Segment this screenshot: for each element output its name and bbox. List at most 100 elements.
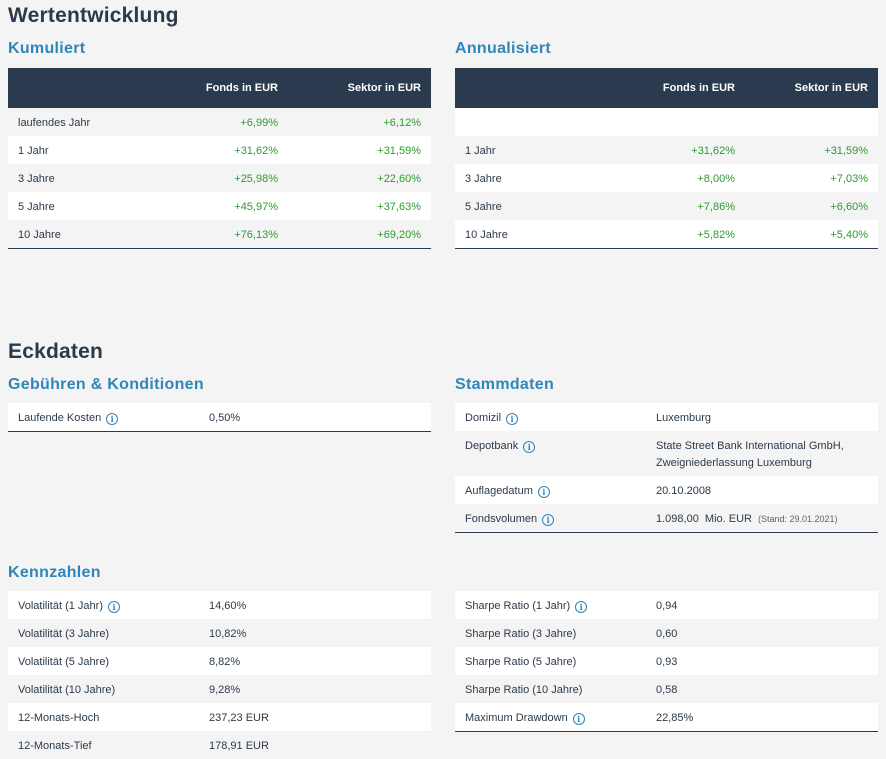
sektor-value: +6,60% [830,201,868,213]
info-icon[interactable]: i [106,413,119,425]
sektor-value: +31,59% [377,145,421,157]
table-row: 12-Monats-Hoch 237,23 EUR [8,703,431,731]
table-row: Fondsvolumen i 1.098,00 Mio. EUR (Stand: 2… [455,504,878,532]
info-icon[interactable]: i [107,601,120,613]
column-header-fonds: Fonds in EUR [205,82,278,94]
info-icon[interactable]: i [506,413,519,425]
row-label: 12-Monats-Hoch [18,712,100,724]
subtitle-annualisiert: Annualisiert [455,40,552,57]
row-value: 9,28% [209,684,241,696]
sektor-value: +7,03% [830,173,868,185]
row-label: 12-Monats-Tief [18,740,92,752]
row-value: 22,85% [656,712,694,724]
row-label: 10 Jahre [18,229,61,241]
sharpe-1-label: Sharpe Ratio (1 Jahr) [465,600,571,612]
fondsvolumen-value: 1.098,00 Mio. EUR (Stand: 29.01.2021) [656,513,838,525]
row-label: Sharpe Ratio (1 Jahr) i [465,600,588,613]
table-row: 12-Monats-Tief 178,91 EUR [8,731,431,759]
sektor-value: +37,63% [377,201,421,213]
row-value: 10,82% [209,628,247,640]
kumuliert-table: Fonds in EUR Sektor in EUR laufendes Jah… [8,68,431,249]
depotbank-label: Depotbank [465,440,519,452]
subtitle-kumuliert: Kumuliert [8,40,86,57]
row-value: 0,94 [656,600,678,612]
domizil-value: Luxemburg [656,412,712,424]
row-value: 8,82% [209,656,241,668]
table-row: 10 Jahre +76,13% +69,20% [8,220,431,248]
subtitle-kennzahlen: Kennzahlen [8,564,101,581]
table-row: 10 Jahre +5,82% +5,40% [455,220,878,248]
table-row: Volatilität (10 Jahre) 9,28% [8,675,431,703]
info-icon[interactable]: i [542,514,555,526]
row-label: 5 Jahre [18,201,55,213]
sektor-value: +31,59% [824,145,868,157]
section-title-wertentwicklung: Wertentwicklung [8,4,179,27]
row-label: Maximum Drawdown i [465,712,585,725]
row-label: Sharpe Ratio (3 Jahre) [465,628,577,640]
fondsvolumen-label: Fondsvolumen [465,513,538,525]
row-value: 14,60% [209,600,247,612]
domizil-label: Domizil [465,412,502,424]
sektor-value: +22,60% [377,173,421,185]
info-icon[interactable]: i [537,486,550,498]
kennzahlen-right-table: Sharpe Ratio (1 Jahr) i 0,94 Sharpe Ratio… [455,591,878,732]
row-label: Depotbank i [465,440,536,453]
max-drawdown-label: Maximum Drawdown [465,712,568,724]
row-label: 3 Jahre [18,173,55,185]
row-label: Volatilität (1 Jahr) i [18,600,120,613]
fonds-value: +7,86% [697,201,735,213]
fonds-value: +25,98% [234,173,278,185]
gebuehren-table: Laufende Kosten i 0,50% [8,403,431,432]
row-label: Volatilität (3 Jahre) [18,628,110,640]
table-row: Laufende Kosten i 0,50% [8,403,431,431]
row-label: laufendes Jahr [18,117,91,129]
fondsvolumen-stand: (Stand: 29.01.2021) [758,514,838,524]
section-title-eckdaten: Eckdaten [8,340,103,363]
row-value: 237,23 EUR [209,712,269,724]
column-header-sektor: Sektor in EUR [347,82,421,94]
auflagedatum-label: Auflagedatum [465,485,533,497]
column-header-fonds: Fonds in EUR [662,82,735,94]
column-header-sektor: Sektor in EUR [794,82,868,94]
row-value: 178,91 EUR [209,740,269,752]
row-label: Sharpe Ratio (10 Jahre) [465,684,583,696]
laufende-kosten-label: Laufende Kosten [18,412,102,424]
table-row: Sharpe Ratio (5 Jahre) 0,93 [455,647,878,675]
fondsvolumen-amount: 1.098,00 Mio. EUR [656,513,752,525]
row-label: Fondsvolumen i [465,513,555,526]
info-icon[interactable]: i [575,601,588,613]
row-value: 0,58 [656,684,678,696]
laufende-kosten-value: 0,50% [209,412,241,424]
annualisiert-table: Fonds in EUR Sektor in EUR 1 Jahr +31,62… [455,68,878,249]
table-row: 3 Jahre +8,00% +7,03% [455,164,878,192]
table-row: Volatilität (5 Jahre) 8,82% [8,647,431,675]
info-icon[interactable]: i [523,441,536,453]
fonds-value: +45,97% [234,201,278,213]
row-value: 0,60 [656,628,678,640]
sektor-value: +69,20% [377,229,421,241]
table-row: Sharpe Ratio (10 Jahre) 0,58 [455,675,878,703]
info-icon[interactable]: i [572,713,585,725]
row-label: Domizil i [465,412,519,425]
table-row: Auflagedatum i 20.10.2008 [455,476,878,504]
table-row: 1 Jahr +31,62% +31,59% [8,136,431,164]
table-row: 5 Jahre +7,86% +6,60% [455,192,878,220]
table-row: Volatilität (3 Jahre) 10,82% [8,619,431,647]
subtitle-stammdaten: Stammdaten [455,376,555,393]
table-row: Depotbank i State Street Bank Internation… [455,431,878,476]
auflagedatum-value: 20.10.2008 [656,485,712,497]
row-label: 10 Jahre [465,229,508,241]
table-header: Fonds in EUR Sektor in EUR [455,68,878,108]
fonds-value: +76,13% [234,229,278,241]
row-label: Volatilität (5 Jahre) [18,656,110,668]
depotbank-value-line1: State Street Bank International GmbH, [656,440,844,452]
table-row [455,108,878,136]
row-label: 1 Jahr [465,145,496,157]
kennzahlen-left-table: Volatilität (1 Jahr) i 14,60% Volatilität… [8,591,431,759]
fonds-value: +5,82% [697,229,735,241]
row-label: 5 Jahre [465,201,502,213]
sektor-value: +6,12% [383,117,421,129]
row-label: Volatilität (10 Jahre) [18,684,116,696]
volatilitaet-1-label: Volatilität (1 Jahr) [18,600,103,612]
fonds-value: +8,00% [697,173,735,185]
